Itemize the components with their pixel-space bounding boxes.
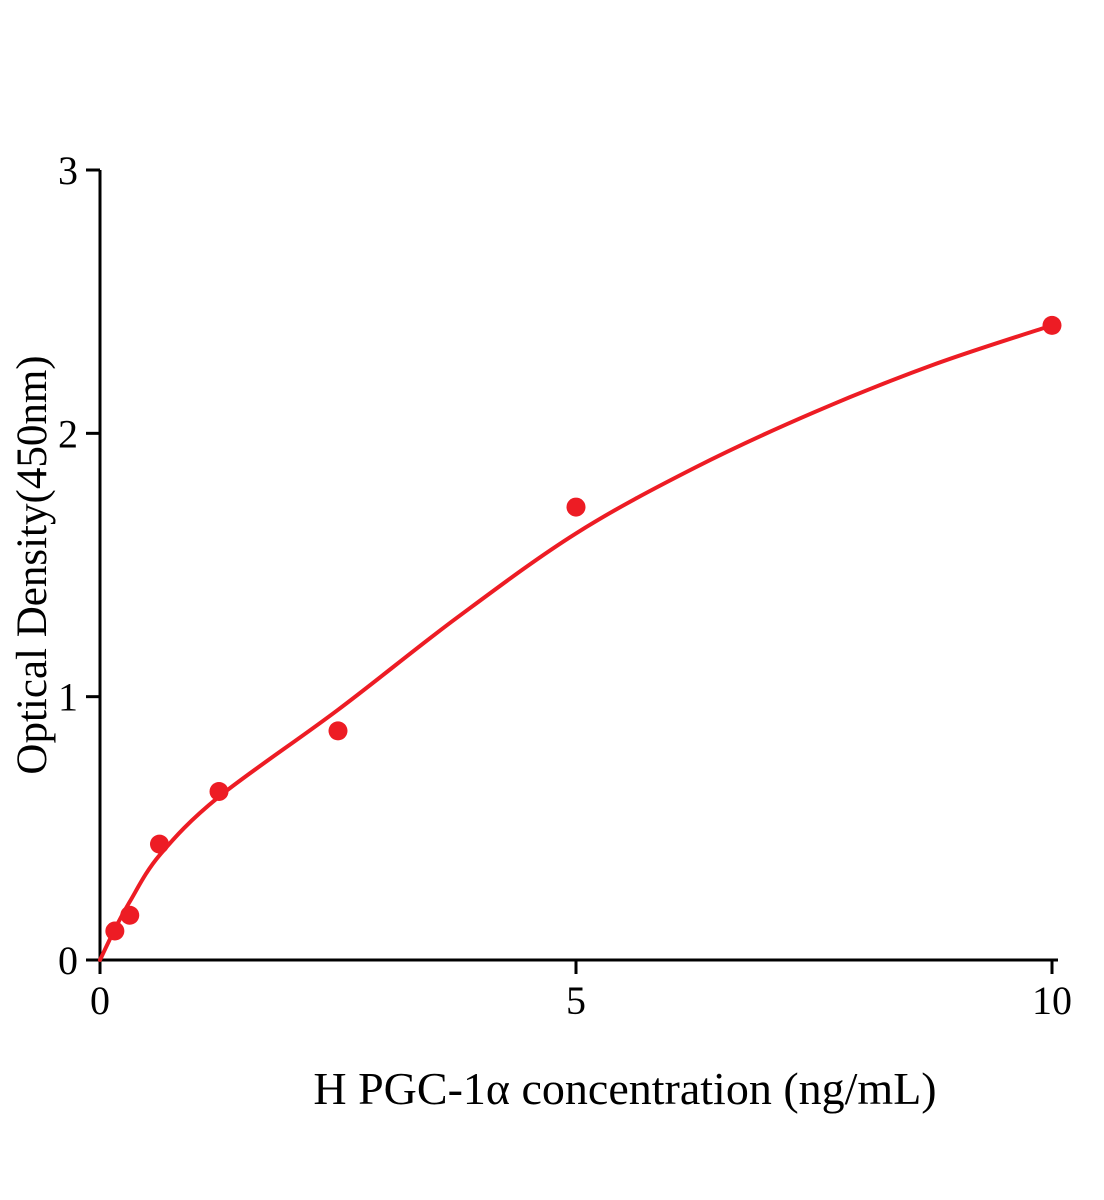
data-point [328,721,348,741]
data-point [209,781,229,801]
y-axis-title: Optical Density(450nm) [9,355,56,774]
fit-curve [98,323,1054,962]
x-axis-title: H PGC-1α concentration (ng/mL) [313,1063,936,1114]
y-axis-tick-label: 0 [58,938,78,983]
data-point [566,497,586,517]
data-point [105,921,125,941]
y-axis-tick-label: 1 [58,675,78,720]
y-axis-tick-label: 3 [58,148,78,193]
x-axis-tick-label: 5 [566,978,586,1023]
x-axis-tick-label: 0 [90,978,110,1023]
x-axis-tick-label: 10 [1032,978,1072,1023]
data-point [1042,315,1062,335]
plot-area: 0 5 10 0 1 2 3 [58,148,1072,1023]
data-point [120,905,140,925]
y-axis-tick-label: 2 [58,411,78,456]
data-point [150,834,169,854]
